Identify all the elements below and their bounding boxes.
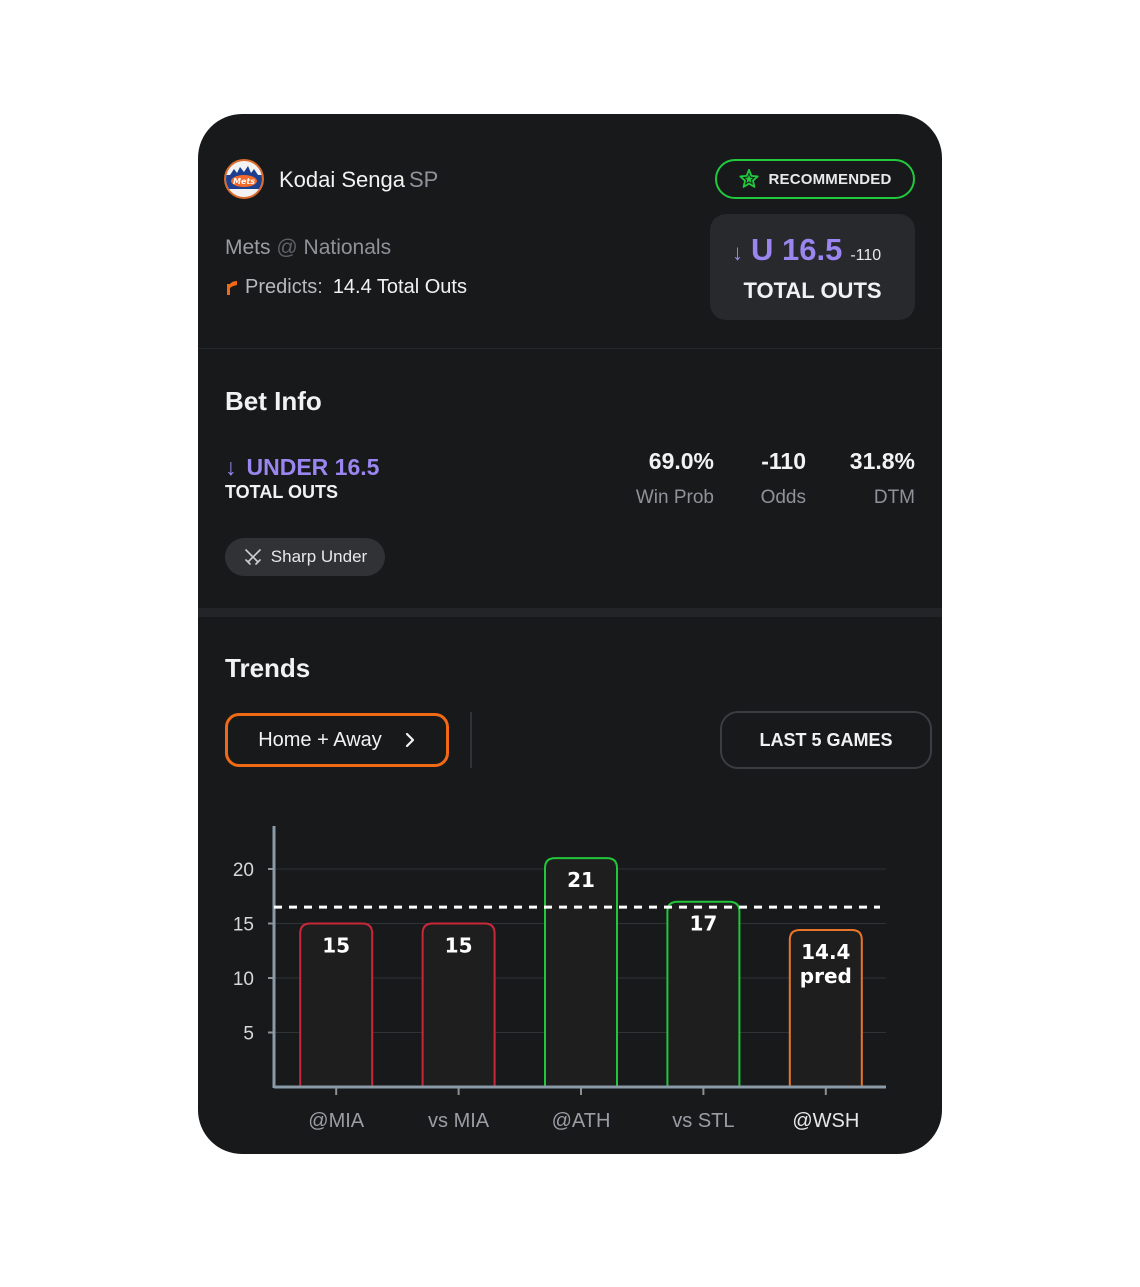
sharp-under-label: Sharp Under xyxy=(270,547,368,566)
line-market: TOTAL OUTS xyxy=(743,278,882,303)
team-logo: Mets xyxy=(224,159,264,199)
bar-value-label: 15 xyxy=(445,934,473,958)
brand-icon xyxy=(227,280,237,295)
bet-info-title: Bet Info xyxy=(225,386,322,416)
sharp-under-tag[interactable]: Sharp Under xyxy=(225,538,385,576)
bar xyxy=(421,922,496,1088)
x-tick-label: @MIA xyxy=(308,1110,365,1132)
bar-value-label: 15 xyxy=(322,934,350,958)
trends-chart: 5 10 15 20 15 @MIA 15 vs MIA 21 @ATH 17 vs STL 14.4p… xyxy=(233,826,886,1132)
matchup: Mets @ Nationals xyxy=(225,236,391,260)
x-tick-label: @ATH xyxy=(552,1110,611,1132)
prediction-row: Predicts: 14.4 Total Outs xyxy=(225,276,467,299)
range-label: LAST 5 GAMES xyxy=(759,729,893,750)
opponent-name: Nationals xyxy=(303,236,392,259)
bet-market: TOTAL OUTS xyxy=(225,482,339,502)
star-icon xyxy=(739,168,760,188)
bar-pred-label: pred xyxy=(800,964,852,988)
stat-dtm: 31.8% DTM xyxy=(849,448,915,508)
line-box[interactable]: ↓ U 16.5 -110 TOTAL OUTS xyxy=(710,214,915,320)
prop-card: Mets Kodai Senga SP Mets @ Nationals Pred… xyxy=(198,114,942,1154)
player-position: SP xyxy=(409,167,439,192)
y-tick-label: 20 xyxy=(233,860,254,881)
recommended-label: RECOMMENDED xyxy=(768,170,892,188)
x-tick-label: vs STL xyxy=(672,1110,734,1132)
chevron-right-icon xyxy=(405,732,414,748)
line-value: U 16.5 xyxy=(751,232,843,267)
down-arrow-icon: ↓ xyxy=(732,240,743,265)
range-button[interactable]: LAST 5 GAMES xyxy=(720,711,932,769)
bar xyxy=(544,857,618,1088)
trends-title: Trends xyxy=(225,653,311,683)
bar xyxy=(788,929,863,1088)
stat-odds: -110 Odds xyxy=(760,448,806,508)
swords-icon xyxy=(244,549,261,565)
bet-pick: ↓ UNDER 16.5 xyxy=(225,454,380,480)
down-arrow-icon: ↓ xyxy=(225,454,237,480)
player-name: Kodai Senga SP xyxy=(279,167,439,192)
matchup-separator: @ xyxy=(276,236,298,259)
bar xyxy=(299,922,374,1088)
recommended-badge: RECOMMENDED xyxy=(715,159,915,199)
bar-value-label: 17 xyxy=(689,912,717,936)
y-tick-label: 10 xyxy=(233,969,254,990)
predicts-value: 14.4 Total Outs xyxy=(332,276,467,298)
location-filter-label: Home + Away xyxy=(258,728,382,751)
divider xyxy=(198,348,942,349)
predicts-label: Predicts: xyxy=(245,276,323,298)
x-tick-label: @WSH xyxy=(792,1110,859,1132)
y-tick-label: 15 xyxy=(233,915,254,936)
x-tick-label: vs MIA xyxy=(428,1110,490,1132)
location-filter-button[interactable]: Home + Away xyxy=(225,713,449,767)
filter-separator xyxy=(470,712,472,768)
y-tick-label: 5 xyxy=(243,1024,254,1045)
bar-value-label: 21 xyxy=(567,868,595,892)
svg-text:Mets: Mets xyxy=(233,177,255,186)
bar-value-label: 14.4 xyxy=(801,940,850,964)
line-odds: -110 xyxy=(850,247,882,264)
section-divider xyxy=(198,608,942,617)
team-name: Mets xyxy=(225,236,271,259)
stat-win-prob: 69.0% Win Prob xyxy=(635,448,714,508)
